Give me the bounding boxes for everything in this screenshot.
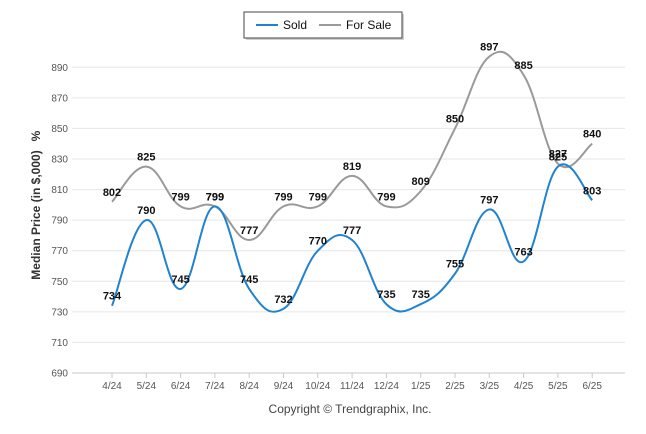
data-label-sold: 799 [206,191,224,203]
data-label-sold: 745 [240,274,258,286]
data-label-sold: 797 [480,194,498,206]
y-tick-label: 830 [51,155,68,166]
data-label-sold: 763 [514,246,532,258]
data-label-sold: 732 [274,294,292,306]
data-label-sold: 755 [446,259,464,271]
y-tick-label: 710 [51,338,68,349]
x-tick-label: 1/25 [411,381,431,392]
data-label-for-sale: 799 [377,191,395,203]
data-label-for-sale: 825 [137,152,155,164]
x-tick-label: 12/24 [374,381,399,392]
x-tick-label: 3/25 [480,381,500,392]
data-label-for-sale: 799 [274,191,292,203]
data-label-for-sale: 819 [343,161,361,173]
y-tick-label: 850 [51,124,68,135]
data-label-sold: 790 [137,205,155,217]
data-label-sold: 803 [583,185,601,197]
data-label-for-sale: 799 [171,191,189,203]
y-tick-label: 870 [51,93,68,104]
y-tick-label: 810 [51,185,68,196]
data-label-sold: 777 [343,225,361,237]
grid-lines [72,66,625,374]
x-tick-label: 6/24 [171,381,191,392]
x-axis-tick-labels: 4/24 5/24 6/24 7/24 8/24 9/24 10/24 11/24 12/24 1… [102,381,602,392]
y-tick-label: 770 [51,246,68,257]
x-tick-label: 7/24 [205,381,225,392]
data-label-for-sale: 897 [480,42,498,54]
series-lines [111,50,593,313]
data-label-sold: 770 [309,236,327,248]
data-label-for-sale: 885 [514,60,532,72]
y-tick-label: 790 [51,216,68,227]
data-label-sold: 825 [549,152,567,164]
data-label-for-sale: 809 [412,176,430,188]
x-tick-label: 10/24 [305,381,330,392]
data-label-for-sale: 840 [583,129,601,141]
data-label-for-sale: 799 [206,191,224,203]
data-label-for-sale: 850 [446,113,464,125]
data-label-for-sale: 799 [309,191,327,203]
data-label-for-sale: 777 [240,225,258,237]
data-label-sold: 735 [377,289,395,301]
legend-sold-label[interactable]: Sold [283,18,307,32]
y-axis-label: Median Price (in $,000) [29,150,43,279]
data-label-sold: 734 [103,291,122,303]
x-tick-label: 11/24 [340,381,365,392]
y-tick-label: 690 [51,369,68,380]
data-label-for-sale: 827 [549,149,567,161]
series-line-for-sale [111,50,593,242]
x-tick-label: 5/24 [137,381,157,392]
data-label-sold: 735 [412,289,430,301]
legend-forsale-label[interactable]: For Sale [346,18,392,32]
y-tick-label: 750 [51,277,68,288]
x-tick-label: 9/24 [274,381,294,392]
x-axis-ticks [111,373,593,378]
x-tick-label: 8/24 [239,381,259,392]
series-line-sold [111,163,593,313]
data-labels: 802 825 799 799 777 799 799 819 799 809 850 897 885 8… [103,42,602,306]
x-tick-label: 4/25 [514,381,534,392]
y-tick-label: 890 [51,63,68,74]
copyright-text: Copyright © Trendgraphix, Inc. [269,402,432,416]
x-tick-label: 5/25 [548,381,568,392]
x-tick-label: 4/24 [102,381,122,392]
x-tick-label: 2/25 [445,381,465,392]
legend[interactable]: Sold For Sale [243,11,404,40]
y-axis-tick-labels: 690 710 730 750 770 790 810 830 850 870 890 [51,63,68,380]
y-axis-label-suffix: % [29,130,43,141]
data-label-for-sale: 802 [103,187,121,199]
y-tick-label: 730 [51,307,68,318]
data-label-sold: 745 [171,274,189,286]
x-tick-label: 6/25 [582,381,602,392]
